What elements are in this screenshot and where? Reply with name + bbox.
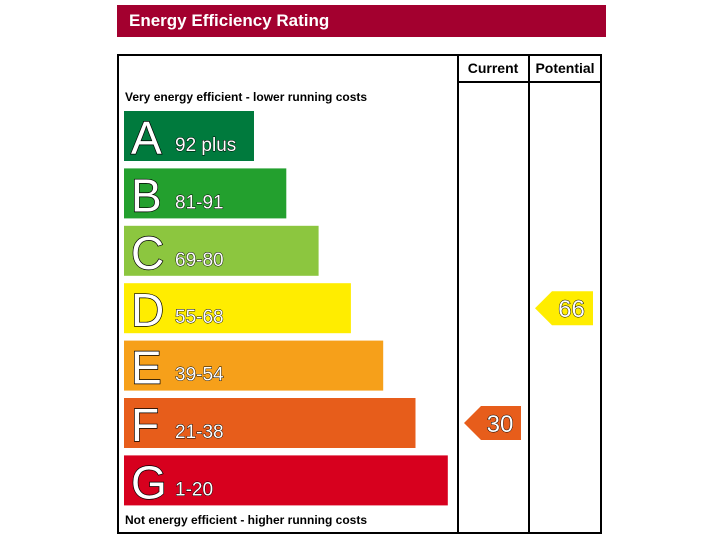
band-f-range: 21-38 <box>175 422 224 443</box>
bottom-caption: Not energy efficient - higher running co… <box>125 513 367 527</box>
band-a-bar <box>124 111 254 161</box>
potential-rating-arrow: 66 <box>535 291 593 326</box>
band-c-letter: C <box>131 227 164 279</box>
band-g-letter: G <box>131 456 167 508</box>
band-a-range: 92 plus <box>175 135 236 156</box>
band-d-range: 55-68 <box>175 307 224 328</box>
band-b-letter: B <box>131 169 162 221</box>
current-rating-arrow-value: 30 <box>487 411 514 438</box>
current-column-header: Current <box>468 60 519 76</box>
chart-title: Energy Efficiency Rating <box>129 11 330 30</box>
band-b-bar <box>124 168 287 219</box>
band-c-range: 69-80 <box>175 250 224 271</box>
top-caption: Very energy efficient - lower running co… <box>125 90 367 104</box>
band-g-range: 1-20 <box>175 479 213 500</box>
current-rating-arrow-shape <box>464 406 521 440</box>
band-c: C 69-80 <box>124 225 319 279</box>
chart-frame <box>117 54 602 534</box>
band-b: B 81-91 <box>124 168 287 222</box>
band-c-bar <box>124 225 319 276</box>
potential-rating-arrow-value: 66 <box>558 296 585 323</box>
band-d-bar <box>124 283 351 334</box>
band-g-bar <box>124 455 448 506</box>
band-a: A 92 plus <box>124 111 254 165</box>
band-d-letter: D <box>131 284 164 336</box>
band-f-letter: F <box>131 399 159 451</box>
potential-rating-arrow-shape <box>535 291 593 326</box>
band-f: F 21-38 <box>124 398 416 452</box>
band-e-letter: E <box>131 342 162 394</box>
title-bar: Energy Efficiency Rating <box>117 5 606 37</box>
band-g: G 1-20 <box>124 455 448 509</box>
current-rating-arrow: 30 <box>464 406 521 440</box>
potential-column-header: Potential <box>535 60 594 76</box>
band-e-range: 39-54 <box>175 365 224 386</box>
band-f-bar <box>124 398 416 448</box>
band-e-bar <box>124 340 384 391</box>
band-b-range: 81-91 <box>175 192 224 213</box>
band-e: E 39-54 <box>124 340 384 394</box>
band-d: D 55-68 <box>124 283 351 337</box>
band-a-letter: A <box>131 112 162 164</box>
